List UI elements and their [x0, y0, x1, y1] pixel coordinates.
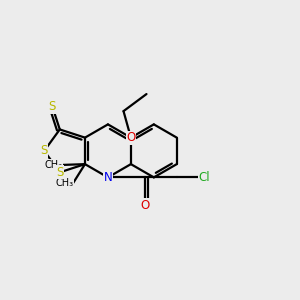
Text: CH₃: CH₃ — [55, 178, 73, 188]
Text: S: S — [56, 166, 64, 179]
Text: S: S — [49, 100, 56, 113]
Text: N: N — [103, 171, 112, 184]
Text: Cl: Cl — [199, 171, 210, 184]
Text: O: O — [140, 199, 149, 212]
Text: S: S — [40, 144, 48, 158]
Text: CH₃: CH₃ — [45, 160, 63, 170]
Text: O: O — [126, 131, 136, 144]
